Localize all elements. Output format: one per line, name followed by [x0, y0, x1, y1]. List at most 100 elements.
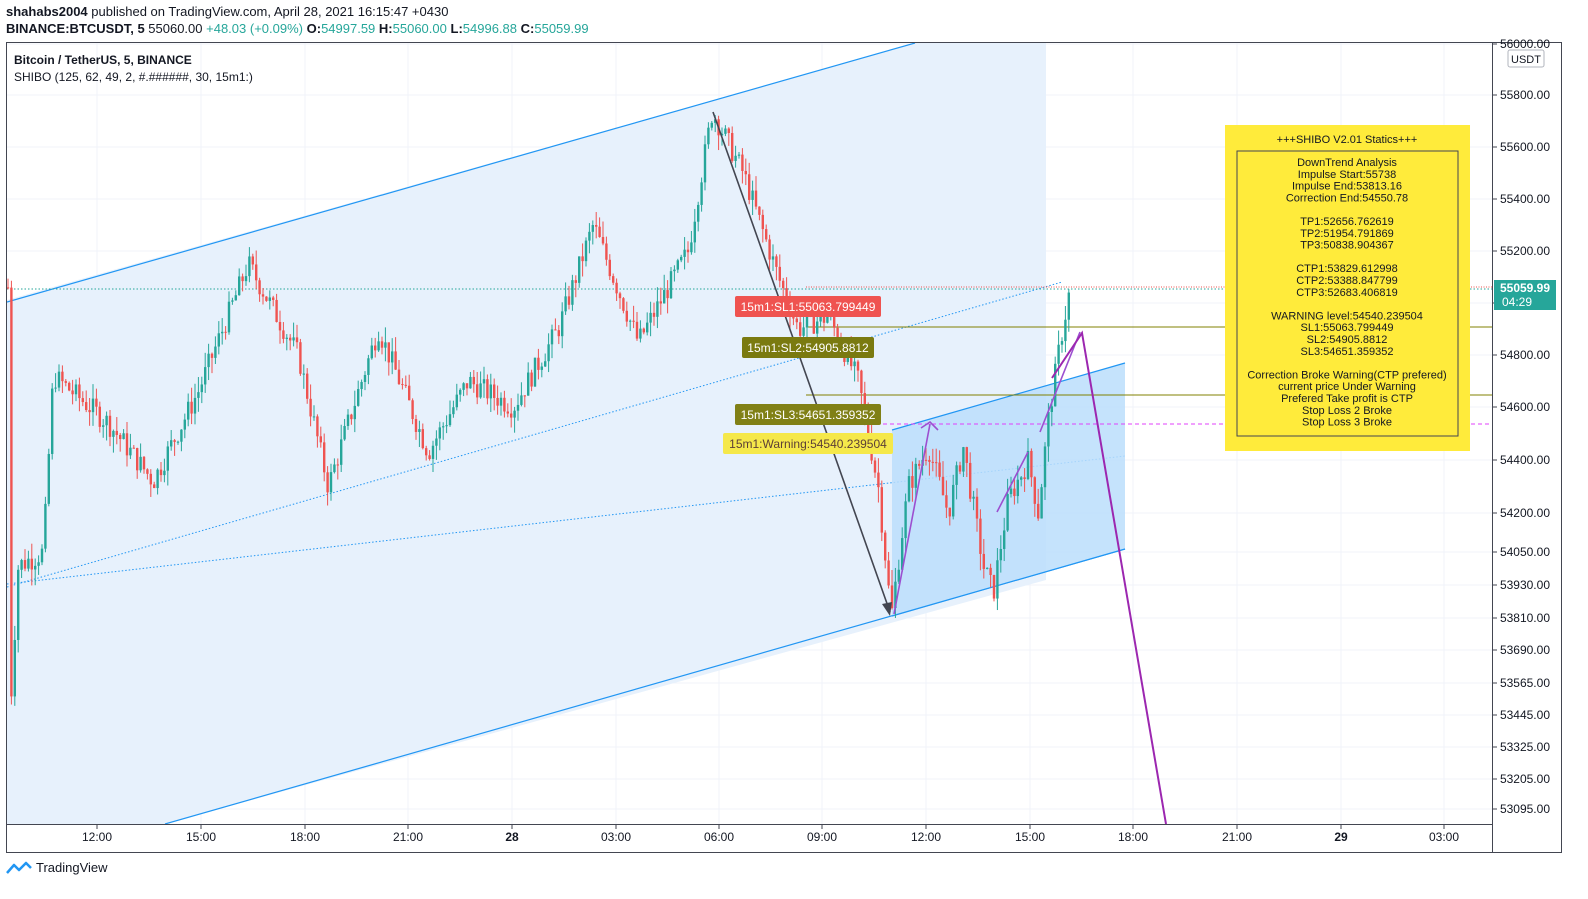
time-axis[interactable]: 12:00 15:00 18:00 21:00 28 03:00 06:00 09:00 12:…	[82, 824, 1459, 844]
currency-badge[interactable]	[1507, 49, 1545, 68]
x-tick-label: 12:00	[82, 830, 112, 844]
candle-body	[890, 585, 894, 609]
candle-body	[142, 456, 146, 470]
x-tick-label: 21:00	[393, 830, 423, 844]
candle-body	[88, 410, 91, 413]
candle-body	[608, 259, 611, 277]
candle-body	[1013, 488, 1016, 497]
candle-body	[391, 351, 394, 363]
candle-body	[819, 313, 822, 322]
candle-body	[51, 388, 54, 454]
candle-body	[1047, 411, 1050, 447]
candle-body	[23, 560, 27, 569]
y-tick-label: 54200.00	[1500, 506, 1550, 520]
candle-body	[897, 569, 900, 582]
high-value: 55060.00	[392, 21, 447, 36]
brand-label[interactable]: TradingView	[36, 860, 108, 875]
candle-body	[295, 337, 299, 343]
candle-body	[278, 321, 282, 331]
candle-body	[411, 400, 414, 420]
correction-lower-line	[891, 548, 1126, 617]
candle-body	[822, 313, 826, 323]
tradingview-logo-icon	[6, 861, 32, 874]
candle-body	[1023, 477, 1026, 480]
candle-body	[210, 353, 214, 358]
x-tick-label: 15:00	[1015, 830, 1045, 844]
author-name[interactable]: shahabs2004	[6, 4, 88, 19]
candle-body	[132, 447, 135, 449]
candle-body	[91, 398, 95, 413]
candle-body	[734, 155, 737, 161]
stats-line: WARNING level:54540.239504	[1271, 310, 1423, 322]
candle-body	[741, 154, 744, 171]
candle-body	[571, 280, 574, 305]
candle-body	[20, 560, 23, 570]
candle-body	[54, 387, 57, 389]
candle-body	[982, 553, 985, 569]
candle-body	[860, 370, 863, 394]
candle-body	[707, 127, 710, 145]
candle-body	[102, 425, 105, 427]
legend-indicator[interactable]: SHIBO (125, 62, 49, 2, #.######, 30, 15m…	[14, 70, 253, 84]
candle-body	[693, 221, 696, 243]
x-tick-label: 03:00	[1429, 830, 1459, 844]
candle-body	[877, 472, 880, 488]
candle-body	[81, 398, 84, 403]
candle-body	[629, 320, 632, 322]
candle-body	[958, 465, 962, 472]
candle-body	[459, 389, 462, 395]
legend-title: Bitcoin / TetherUS, 5, BINANCE	[14, 53, 192, 67]
candle-body	[71, 390, 74, 395]
x-tick-label: 06:00	[704, 830, 734, 844]
candle-body	[584, 240, 588, 262]
y-tick-label: 53690.00	[1500, 643, 1550, 657]
candle-body	[465, 383, 469, 389]
candle-body	[1037, 503, 1040, 519]
candle-body	[907, 476, 911, 502]
candle-body	[258, 280, 261, 295]
candle-body	[805, 315, 809, 328]
candle-body	[785, 288, 788, 304]
candle-body	[95, 398, 98, 407]
candle-body	[782, 280, 785, 289]
high-key: H:	[378, 21, 393, 36]
candle-body	[244, 276, 248, 282]
candle-body	[367, 358, 370, 375]
price-axis[interactable]: 56000.00 55800.00 55600.00 55400.00 55200.00…	[1492, 37, 1550, 816]
candle-body	[659, 301, 662, 304]
candle-body	[61, 371, 64, 382]
candle-body	[639, 328, 642, 339]
candle-body	[1006, 494, 1009, 531]
candle-body	[765, 229, 768, 240]
candle-body	[153, 484, 156, 489]
candle-body	[1043, 446, 1047, 488]
last-price-badge	[1494, 280, 1556, 310]
candle-body	[533, 357, 537, 387]
change-label: +48.03 (+0.09%)	[206, 21, 303, 36]
candle-body	[289, 337, 292, 341]
stats-line: SL3:54651.359352	[1301, 346, 1394, 358]
price-label: 55060.00	[144, 21, 207, 36]
candle-body	[227, 301, 231, 333]
impulse-arrow-line	[712, 111, 891, 613]
candle-body	[57, 371, 61, 388]
candle-body	[880, 487, 883, 533]
candle-body	[329, 472, 333, 493]
candle-body	[238, 276, 241, 296]
candle-body	[700, 182, 703, 205]
level-label-text: 15m1:Warning:54540.239504	[729, 437, 887, 451]
candle-body	[499, 397, 503, 406]
candle-body	[265, 296, 268, 301]
candle-body	[710, 122, 713, 128]
candle-body	[105, 415, 108, 426]
candle-body	[489, 384, 492, 399]
candle-body	[380, 341, 384, 348]
level-label-box	[735, 404, 881, 425]
candle-body	[931, 461, 934, 463]
candle-body	[887, 560, 890, 586]
candle-body	[333, 464, 336, 473]
candle-body	[319, 436, 322, 443]
candle-body	[112, 430, 115, 437]
candle-body	[924, 459, 928, 461]
